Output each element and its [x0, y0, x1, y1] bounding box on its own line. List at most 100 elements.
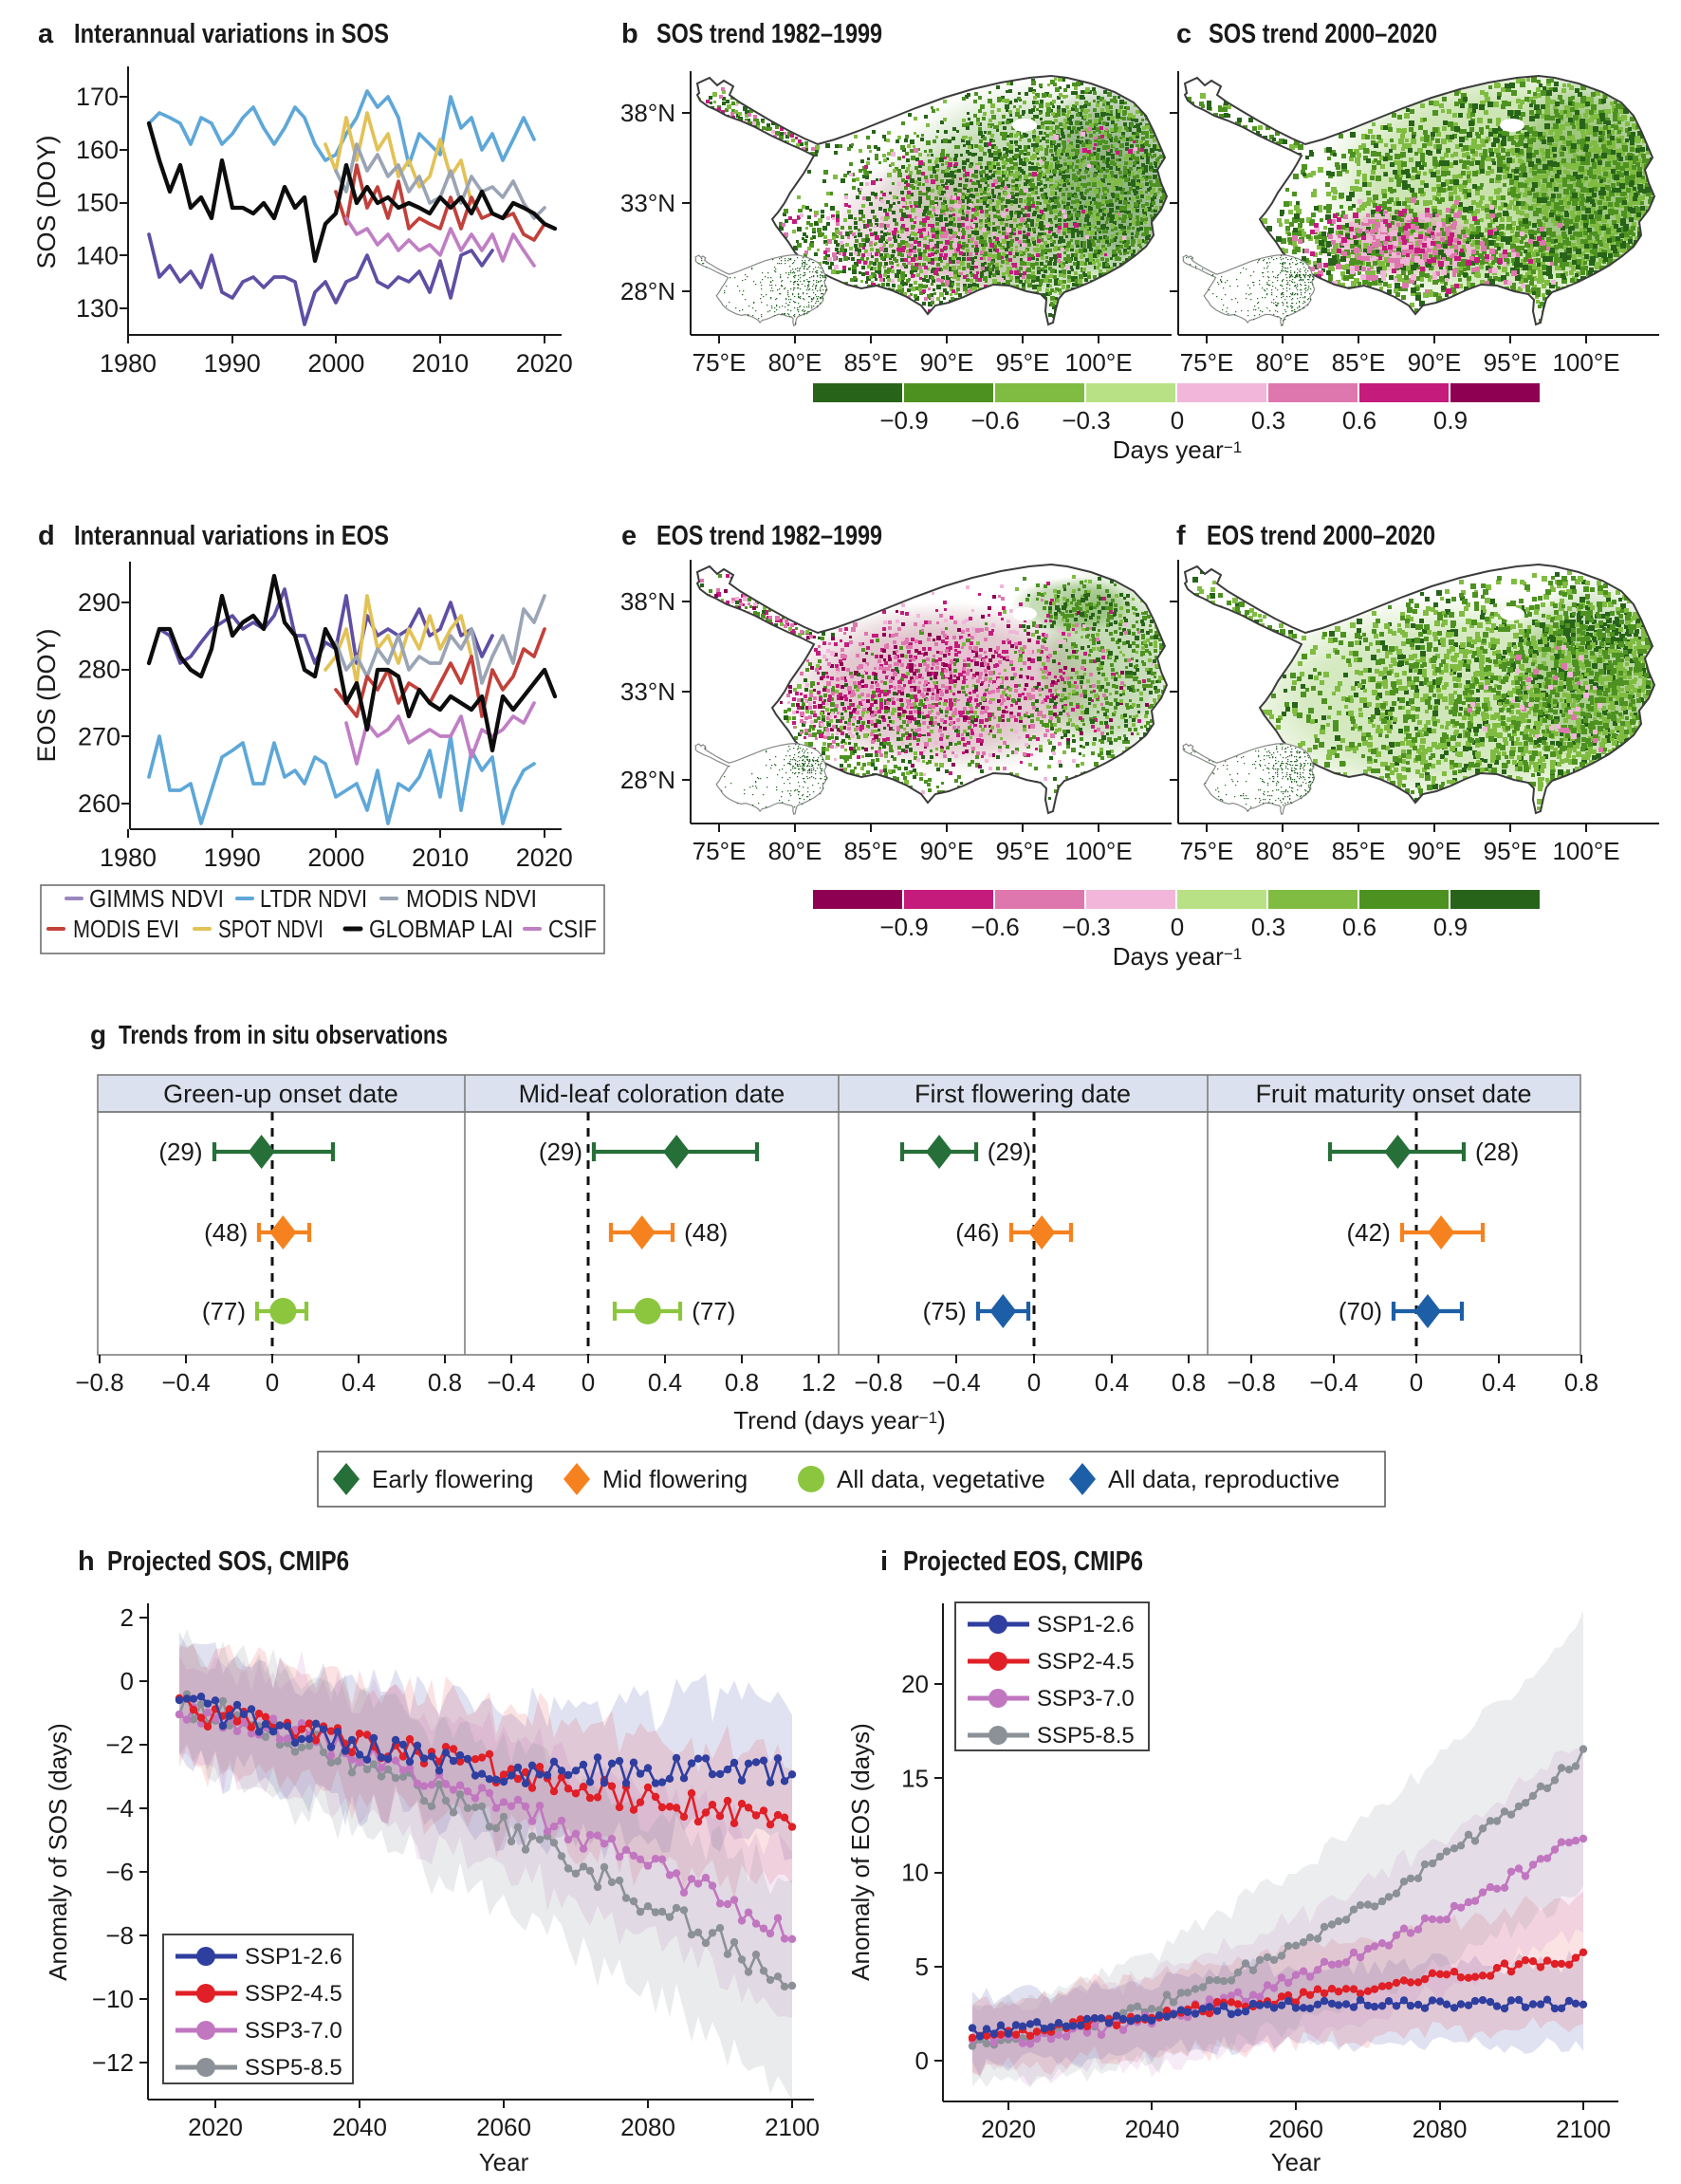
svg-text:d: d: [38, 521, 55, 551]
svg-text:SSP5-8.5: SSP5-8.5: [1037, 1723, 1135, 1749]
svg-text:100°E: 100°E: [1552, 837, 1619, 865]
svg-text:SOS (DOY): SOS (DOY): [32, 135, 61, 268]
svg-text:0: 0: [266, 1368, 279, 1397]
svg-text:SSP2-4.5: SSP2-4.5: [245, 1981, 342, 2007]
svg-text:EOS (DOY): EOS (DOY): [32, 628, 61, 762]
svg-text:1980: 1980: [100, 843, 157, 872]
svg-text:100°E: 100°E: [1064, 348, 1132, 377]
svg-text:150: 150: [76, 189, 119, 217]
svg-text:160: 160: [76, 136, 119, 164]
svg-text:−0.8: −0.8: [854, 1368, 902, 1397]
svg-text:2040: 2040: [1125, 2115, 1180, 2143]
svg-text:−0.8: −0.8: [75, 1368, 123, 1397]
svg-text:1980: 1980: [100, 349, 157, 378]
svg-text:LTDR NDVI: LTDR NDVI: [260, 884, 367, 913]
svg-text:−4: −4: [105, 1794, 134, 1823]
svg-text:0.6: 0.6: [1342, 913, 1376, 941]
svg-text:290: 290: [78, 588, 120, 617]
svg-text:SSP3-7.0: SSP3-7.0: [1037, 1686, 1135, 1712]
svg-text:−0.3: −0.3: [1062, 406, 1110, 435]
svg-text:a: a: [38, 19, 54, 49]
svg-text:SPOT NDVI: SPOT NDVI: [218, 915, 323, 943]
svg-text:Anomaly of EOS (days): Anomaly of EOS (days): [846, 1723, 875, 1981]
svg-text:80°E: 80°E: [1256, 348, 1310, 377]
svg-text:−0.4: −0.4: [1309, 1368, 1358, 1397]
svg-text:(29): (29): [988, 1138, 1031, 1166]
svg-text:−0.6: −0.6: [970, 406, 1019, 435]
svg-text:Interannual variations in EOS: Interannual variations in EOS: [74, 521, 389, 551]
svg-text:100°E: 100°E: [1552, 348, 1619, 377]
svg-text:90°E: 90°E: [920, 837, 974, 865]
svg-text:38°N: 38°N: [620, 587, 675, 616]
svg-text:(70): (70): [1339, 1297, 1382, 1325]
svg-text:90°E: 90°E: [1408, 837, 1462, 865]
svg-text:EOS trend 2000–2020: EOS trend 2000–2020: [1207, 521, 1435, 551]
svg-text:Mid flowering: Mid flowering: [602, 1465, 748, 1493]
svg-text:All data, vegetative: All data, vegetative: [837, 1465, 1045, 1493]
svg-text:100°E: 100°E: [1064, 837, 1132, 865]
svg-text:All data, reproductive: All data, reproductive: [1108, 1465, 1339, 1493]
svg-text:90°E: 90°E: [920, 348, 974, 377]
svg-text:0: 0: [1410, 1368, 1423, 1397]
svg-text:−0.8: −0.8: [1227, 1368, 1275, 1397]
svg-text:GLOBMAP LAI: GLOBMAP LAI: [369, 915, 513, 943]
svg-text:GIMMS NDVI: GIMMS NDVI: [89, 884, 224, 913]
svg-text:Mid-leaf coloration date: Mid-leaf coloration date: [519, 1080, 785, 1108]
svg-text:2020: 2020: [516, 349, 573, 378]
svg-text:0: 0: [582, 1368, 595, 1397]
svg-text:Year: Year: [1271, 2148, 1321, 2176]
svg-text:75°E: 75°E: [693, 348, 747, 377]
svg-text:Trend (days year−1): Trend (days year−1): [733, 1406, 946, 1434]
svg-text:2: 2: [120, 1603, 134, 1632]
svg-text:−8: −8: [105, 1921, 134, 1950]
svg-text:85°E: 85°E: [844, 348, 898, 377]
svg-text:0.4: 0.4: [1095, 1368, 1129, 1397]
svg-text:0: 0: [1027, 1368, 1041, 1397]
svg-text:33°N: 33°N: [620, 189, 675, 217]
svg-text:Interannual variations in SOS: Interannual variations in SOS: [74, 19, 389, 49]
svg-text:i: i: [880, 1546, 888, 1577]
svg-text:85°E: 85°E: [1332, 348, 1386, 377]
svg-text:MODIS EVI: MODIS EVI: [73, 915, 179, 943]
svg-text:0.6: 0.6: [1342, 406, 1376, 435]
svg-text:SSP1-2.6: SSP1-2.6: [245, 1944, 342, 1970]
svg-text:SSP1-2.6: SSP1-2.6: [1037, 1612, 1135, 1638]
svg-text:e: e: [621, 521, 637, 551]
svg-text:1990: 1990: [204, 349, 261, 378]
svg-text:−0.6: −0.6: [970, 913, 1019, 941]
svg-text:−0.3: −0.3: [1062, 913, 1110, 941]
svg-text:80°E: 80°E: [768, 837, 822, 865]
svg-text:2020: 2020: [981, 2115, 1036, 2143]
svg-text:2060: 2060: [1268, 2115, 1323, 2143]
svg-text:Year: Year: [479, 2148, 529, 2176]
svg-text:75°E: 75°E: [1180, 837, 1234, 865]
svg-text:0: 0: [915, 2046, 929, 2075]
svg-text:15: 15: [901, 1764, 929, 1792]
svg-text:−6: −6: [105, 1858, 134, 1886]
svg-text:2100: 2100: [765, 2113, 820, 2141]
svg-text:2020: 2020: [188, 2113, 243, 2141]
svg-text:95°E: 95°E: [1484, 348, 1538, 377]
svg-text:0.4: 0.4: [342, 1368, 376, 1397]
svg-text:260: 260: [78, 789, 120, 818]
svg-text:90°E: 90°E: [1408, 348, 1462, 377]
svg-text:−0.4: −0.4: [487, 1368, 535, 1397]
svg-text:0: 0: [1171, 913, 1184, 941]
svg-text:f: f: [1176, 521, 1186, 551]
svg-text:75°E: 75°E: [693, 837, 747, 865]
svg-text:0.4: 0.4: [648, 1368, 682, 1397]
svg-text:(48): (48): [684, 1218, 728, 1247]
svg-text:140: 140: [76, 241, 119, 269]
svg-text:2000: 2000: [307, 349, 364, 378]
svg-text:−0.4: −0.4: [161, 1368, 210, 1397]
svg-text:95°E: 95°E: [1484, 837, 1538, 865]
svg-text:95°E: 95°E: [996, 348, 1050, 377]
svg-text:2100: 2100: [1556, 2115, 1611, 2143]
svg-text:170: 170: [76, 83, 119, 111]
svg-text:2010: 2010: [412, 843, 469, 872]
svg-text:0.8: 0.8: [1564, 1368, 1598, 1397]
svg-text:80°E: 80°E: [1256, 837, 1310, 865]
svg-text:CSIF: CSIF: [548, 915, 597, 943]
svg-text:(29): (29): [158, 1138, 202, 1166]
svg-text:EOS trend 1982–1999: EOS trend 1982–1999: [656, 521, 882, 551]
